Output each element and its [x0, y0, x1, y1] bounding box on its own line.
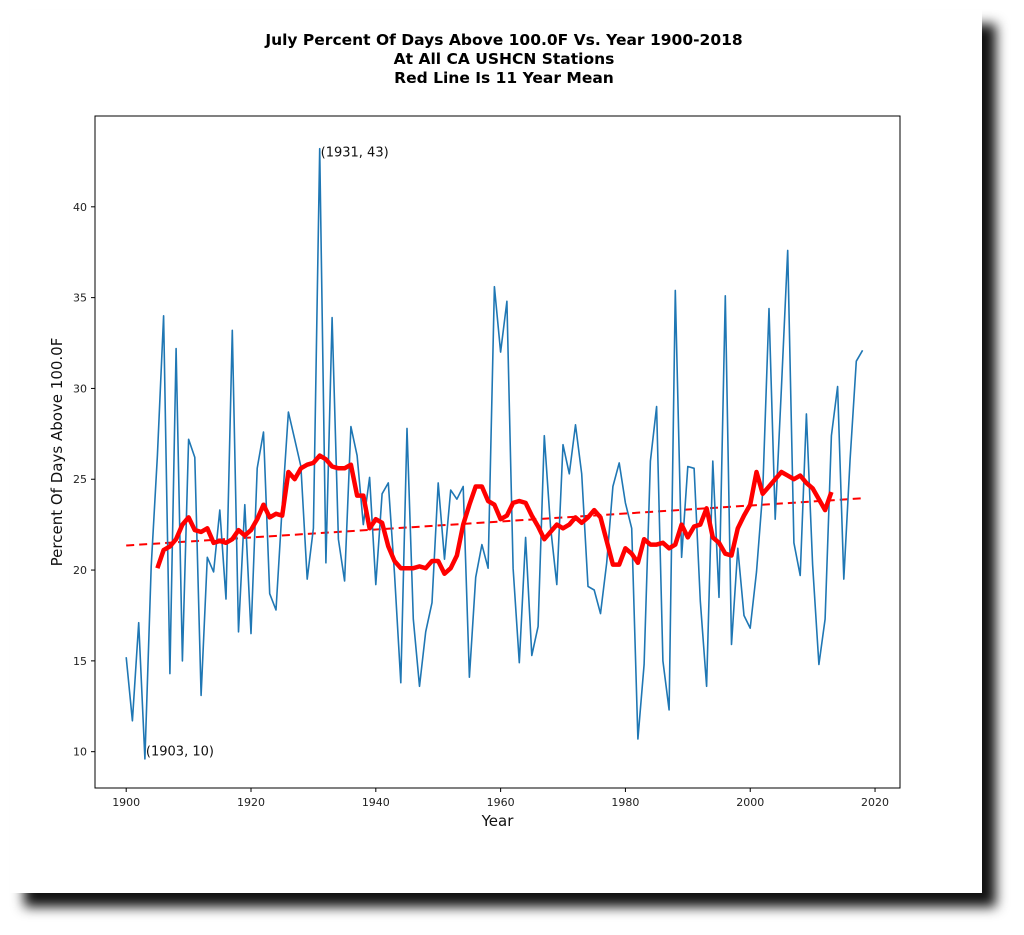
- chart-subtitle-1: At All CA USHCN Stations: [393, 50, 615, 68]
- x-axis: 1900 1920 1940 1960 1980 2000 2020: [112, 788, 889, 809]
- x-axis-title: Year: [481, 812, 515, 830]
- chart-card: [10, 10, 982, 893]
- y-tick-label: 35: [73, 292, 87, 305]
- mean-line: [155, 453, 834, 576]
- x-tick-label: 1940: [362, 796, 390, 809]
- y-tick-label: 25: [73, 473, 87, 486]
- x-tick-label: 1920: [237, 796, 265, 809]
- data-series-line: [125, 147, 864, 760]
- y-tick-label: 15: [73, 655, 87, 668]
- chart-title: July Percent Of Days Above 100.0F Vs. Ye…: [265, 31, 743, 49]
- plot-area: [125, 147, 864, 760]
- x-tick-label: 2000: [736, 796, 764, 809]
- y-tick-label: 30: [73, 382, 87, 395]
- chart-subtitle-2: Red Line Is 11 Year Mean: [394, 69, 614, 87]
- y-tick-label: 10: [73, 746, 87, 759]
- x-tick-label: 2020: [861, 796, 889, 809]
- annotation-label: (1903, 10): [146, 745, 214, 760]
- axes-frame: [94, 115, 901, 789]
- x-tick-label: 1980: [611, 796, 639, 809]
- annotation-label: (1931, 43): [321, 145, 389, 160]
- annotations: (1931, 43) (1903, 10): [146, 145, 389, 759]
- y-tick-label: 20: [73, 564, 87, 577]
- trend-line: [126, 497, 863, 547]
- y-axis-title: Percent Of Days Above 100.0F: [48, 338, 66, 567]
- y-axis: 10 15 20 25 30 35 40: [73, 201, 95, 759]
- x-tick-label: 1960: [487, 796, 515, 809]
- x-tick-label: 1900: [112, 796, 140, 809]
- y-tick-label: 40: [73, 201, 87, 214]
